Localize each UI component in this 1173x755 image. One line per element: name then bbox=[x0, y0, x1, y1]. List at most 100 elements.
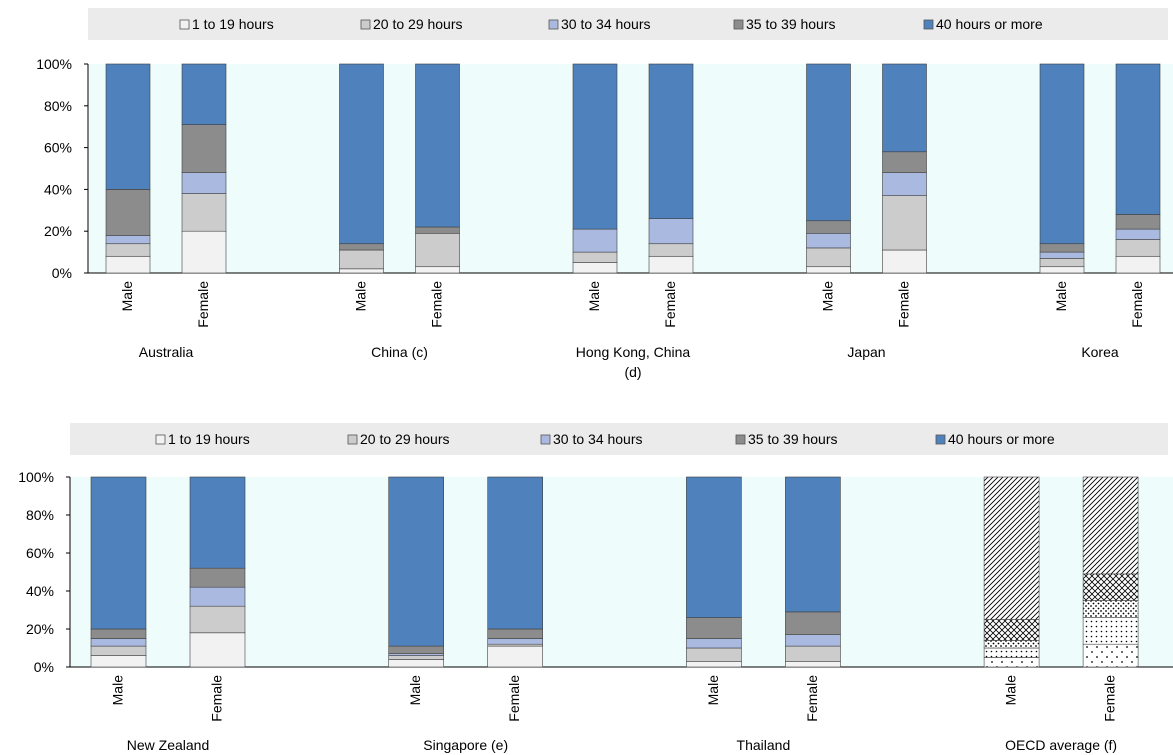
bar-segment-singapore-e-male-40-hours-or-more bbox=[388, 476, 445, 647]
group-label-thailand: Thailand bbox=[737, 737, 791, 753]
y-tick-label: 80% bbox=[44, 98, 72, 114]
bar-segment-japan-male-20-to-29-hours bbox=[806, 247, 851, 268]
bar-segment-singapore-e-male-1-to-19-hours bbox=[388, 659, 445, 668]
category-label-female: Female bbox=[506, 675, 522, 722]
group-label-new-zealand: New Zealand bbox=[127, 737, 210, 753]
group-label-singapore-e: Singapore (e) bbox=[423, 737, 508, 753]
bar-segment-singapore-e-female-30-to-34-hours bbox=[487, 638, 544, 645]
bar-segment-australia-female-40-hours-or-more bbox=[181, 63, 227, 125]
bar-segment-oecd-average-f-female-35-to-39-hours bbox=[1082, 573, 1139, 601]
bar-segment-china-c-male-40-hours-or-more bbox=[339, 63, 384, 245]
legend-swatch-35-to-39-hours bbox=[735, 434, 746, 445]
category-label-female: Female bbox=[429, 281, 445, 328]
bar-segment-australia-male-1-to-19-hours bbox=[105, 255, 151, 274]
bar-segment-japan-male-1-to-19-hours bbox=[806, 266, 851, 274]
bar-segment-oecd-average-f-male-40-hours-or-more bbox=[983, 476, 1040, 620]
y-tick-label: 100% bbox=[36, 56, 72, 72]
group-label-japan: Japan bbox=[847, 344, 885, 360]
legend-swatch-30-to-34-hours bbox=[548, 19, 559, 30]
bar-segment-japan-female-20-to-29-hours bbox=[882, 195, 927, 251]
legend-swatch-30-to-34-hours bbox=[540, 434, 551, 445]
y-tick-label: 20% bbox=[44, 223, 72, 239]
group-label-australia: Australia bbox=[139, 344, 194, 360]
bar-segment-korea-female-35-to-39-hours bbox=[1115, 214, 1161, 230]
bar-segment-australia-female-20-to-29-hours bbox=[181, 193, 227, 232]
category-label-male: Male bbox=[353, 281, 369, 312]
bar-segment-oecd-average-f-female-1-to-19-hours bbox=[1082, 643, 1139, 668]
legend-swatch-1-to-19-hours bbox=[179, 19, 190, 30]
category-label-male: Male bbox=[586, 281, 602, 312]
bar-segment-oecd-average-f-male-35-to-39-hours bbox=[983, 619, 1040, 641]
category-label-female: Female bbox=[804, 675, 820, 722]
legend-label-1-to-19-hours: 1 to 19 hours bbox=[192, 16, 274, 32]
bar-segment-oecd-average-f-male-20-to-29-hours bbox=[983, 647, 1040, 658]
bar-segment-hong-kong-china-d-female-1-to-19-hours bbox=[648, 255, 694, 274]
bar-segment-hong-kong-china-d-male-40-hours-or-more bbox=[572, 63, 618, 230]
y-tick-label: 60% bbox=[44, 140, 72, 156]
legend-label-1-to-19-hours: 1 to 19 hours bbox=[168, 431, 250, 447]
category-label-male: Male bbox=[705, 675, 721, 706]
legend-label-30-to-34-hours: 30 to 34 hours bbox=[553, 431, 643, 447]
group-label-china-c: China (c) bbox=[371, 344, 428, 360]
chart-panel-2: 1 to 19 hours 20 to 29 hours 30 to 34 hour… bbox=[18, 423, 1173, 753]
bar-segment-japan-female-30-to-34-hours bbox=[882, 172, 927, 196]
bar-segment-thailand-male-20-to-29-hours bbox=[686, 647, 742, 662]
bar-segment-australia-female-1-to-19-hours bbox=[181, 230, 227, 274]
bar-segment-hong-kong-china-d-female-30-to-34-hours bbox=[648, 218, 694, 245]
bar-segment-new-zealand-male-30-to-34-hours bbox=[90, 638, 147, 647]
bar-segment-new-zealand-female-35-to-39-hours bbox=[189, 567, 246, 588]
category-label-female: Female bbox=[195, 281, 211, 328]
bar-segment-hong-kong-china-d-male-20-to-29-hours bbox=[572, 251, 618, 263]
chart-panel-1: 1 to 19 hours 20 to 29 hours 30 to 34 hour… bbox=[36, 8, 1173, 380]
bar-segment-thailand-female-35-to-39-hours bbox=[785, 611, 841, 636]
group-label-korea: Korea bbox=[1081, 344, 1119, 360]
bar-segment-australia-female-30-to-34-hours bbox=[181, 172, 227, 194]
legend-background bbox=[70, 423, 1168, 455]
bar-segment-hong-kong-china-d-male-1-to-19-hours bbox=[572, 262, 618, 274]
bar-segment-australia-male-40-hours-or-more bbox=[105, 63, 151, 190]
bar-segment-china-c-female-35-to-39-hours bbox=[415, 226, 460, 234]
bar-segment-korea-female-40-hours-or-more bbox=[1115, 63, 1161, 215]
y-tick-label: 80% bbox=[26, 507, 54, 523]
legend-label-35-to-39-hours: 35 to 39 hours bbox=[748, 431, 838, 447]
y-tick-label: 0% bbox=[52, 265, 72, 281]
bar-segment-oecd-average-f-female-30-to-34-hours bbox=[1082, 600, 1139, 618]
bar-segment-singapore-e-male-35-to-39-hours bbox=[388, 645, 445, 654]
bar-segment-oecd-average-f-female-40-hours-or-more bbox=[1082, 476, 1139, 575]
bar-segment-australia-female-35-to-39-hours bbox=[181, 124, 227, 173]
category-label-female: Female bbox=[1129, 281, 1145, 328]
bar-segment-japan-female-1-to-19-hours bbox=[882, 249, 927, 274]
bar-segment-oecd-average-f-male-30-to-34-hours bbox=[983, 640, 1040, 649]
legend-label-40-hours-or-more: 40 hours or more bbox=[936, 16, 1043, 32]
bar-segment-new-zealand-male-20-to-29-hours bbox=[90, 645, 147, 656]
category-label-male: Male bbox=[119, 281, 135, 312]
bar-segment-hong-kong-china-d-male-30-to-34-hours bbox=[572, 228, 618, 253]
bar-segment-china-c-female-1-to-19-hours bbox=[415, 266, 460, 274]
bar-segment-thailand-male-40-hours-or-more bbox=[686, 476, 742, 618]
bar-segment-singapore-e-female-40-hours-or-more bbox=[487, 476, 544, 630]
bar-segment-korea-male-20-to-29-hours bbox=[1039, 258, 1085, 268]
bar-segment-oecd-average-f-male-1-to-19-hours bbox=[983, 657, 1040, 668]
bar-segment-thailand-female-40-hours-or-more bbox=[785, 476, 841, 613]
legend-label-20-to-29-hours: 20 to 29 hours bbox=[360, 431, 450, 447]
bar-segment-singapore-e-male-20-to-29-hours bbox=[388, 655, 445, 660]
bar-segment-china-c-male-20-to-29-hours bbox=[339, 249, 384, 270]
bar-segment-new-zealand-male-1-to-19-hours bbox=[90, 655, 147, 668]
bar-segment-hong-kong-china-d-female-20-to-29-hours bbox=[648, 243, 694, 257]
y-tick-label: 60% bbox=[26, 545, 54, 561]
bar-segment-china-c-male-35-to-39-hours bbox=[339, 243, 384, 251]
bar-segment-thailand-female-30-to-34-hours bbox=[785, 634, 841, 647]
bar-segment-korea-male-35-to-39-hours bbox=[1039, 243, 1085, 253]
legend-swatch-35-to-39-hours bbox=[733, 19, 744, 30]
bar-segment-new-zealand-female-20-to-29-hours bbox=[189, 605, 246, 634]
y-tick-label: 100% bbox=[18, 469, 54, 485]
bar-segment-china-c-male-1-to-19-hours bbox=[339, 268, 384, 274]
bar-segment-new-zealand-female-1-to-19-hours bbox=[189, 632, 246, 668]
category-label-female: Female bbox=[662, 281, 678, 328]
bar-segment-thailand-male-30-to-34-hours bbox=[686, 638, 742, 649]
group-label-hong-kong-china-d: Hong Kong, China (d) bbox=[576, 344, 691, 380]
y-tick-label: 40% bbox=[44, 181, 72, 197]
bar-segment-korea-male-40-hours-or-more bbox=[1039, 63, 1085, 245]
bar-segment-korea-male-30-to-34-hours bbox=[1039, 251, 1085, 259]
